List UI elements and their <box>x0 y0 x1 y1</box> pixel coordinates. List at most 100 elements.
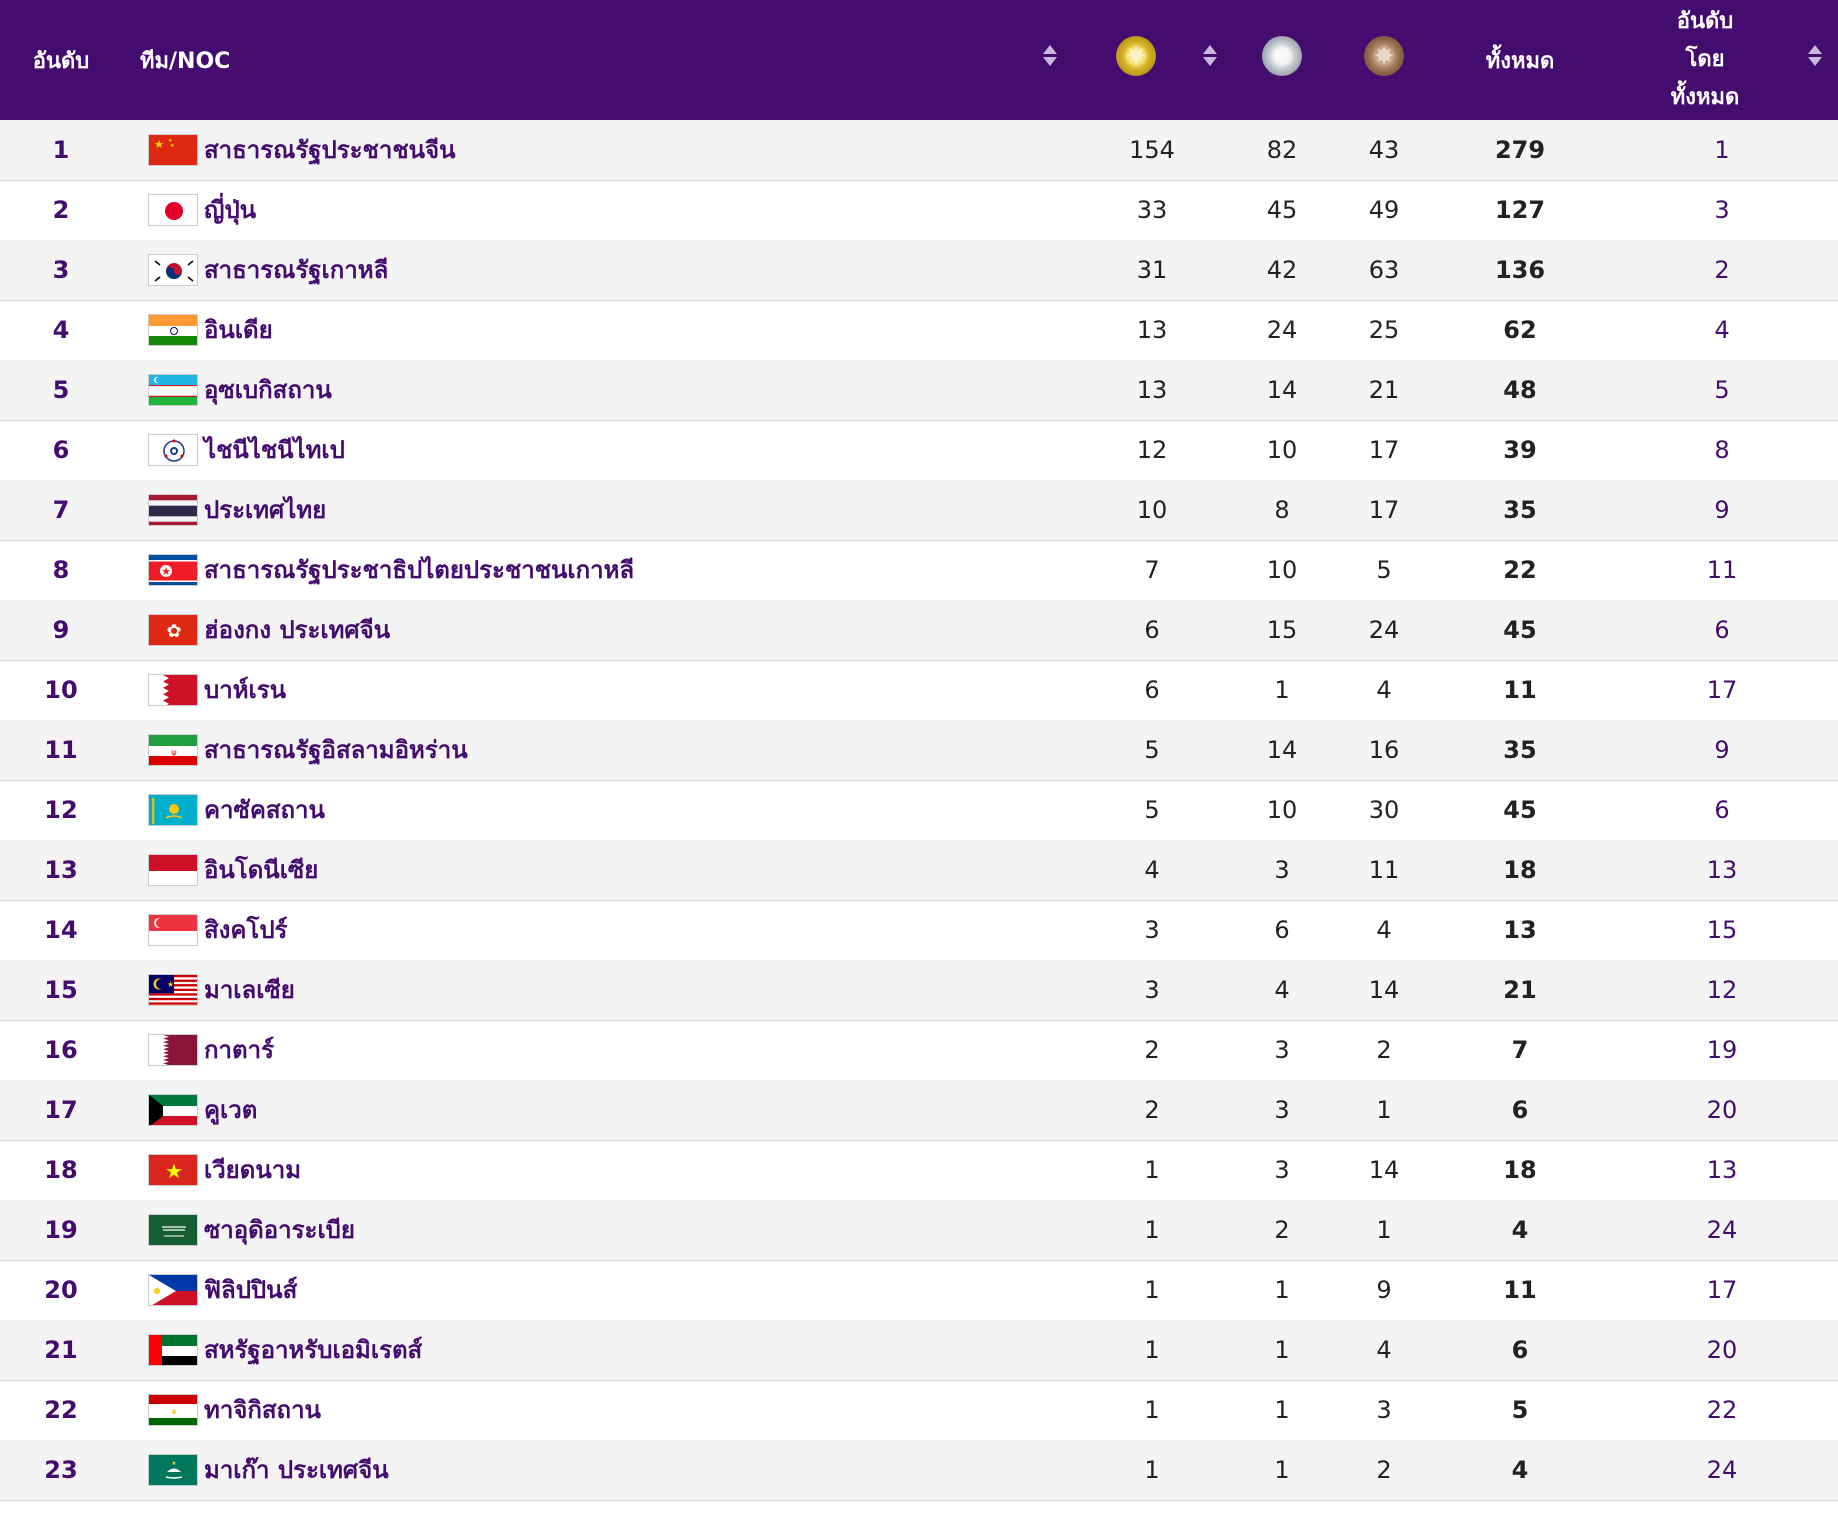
table-row: 5 อุซเบกิสถาน 13 14 21 48 5 <box>0 360 1838 421</box>
rank-cell: 9 <box>52 616 70 644</box>
svg-text:✿: ✿ <box>166 621 181 642</box>
header-total[interactable]: ทั้งหมด <box>1485 48 1555 74</box>
team-name-link[interactable]: สาธารณรัฐประชาธิปไตยประชาชนเกาหลี <box>204 556 635 584</box>
rank-cell: 2 <box>52 196 70 224</box>
rank-cell: 14 <box>44 916 78 944</box>
gold-count: 2 <box>1144 1096 1160 1124</box>
svg-text:★: ★ <box>154 138 164 151</box>
table-row: 17 คูเวต 2 3 1 6 20 <box>0 1080 1838 1141</box>
korea-flag-icon <box>148 254 198 286</box>
team-name-link[interactable]: มาเก๊า ประเทศจีน <box>204 1456 389 1484</box>
header-rank[interactable]: อันดับ <box>32 48 90 74</box>
bronze-count: 2 <box>1376 1456 1392 1484</box>
sort-team-icon[interactable] <box>1043 45 1057 67</box>
bronze-count: 24 <box>1368 616 1400 644</box>
bronze-medal-icon <box>1364 36 1404 76</box>
team-name-link[interactable]: ฟิลิปปินส์ <box>204 1276 298 1304</box>
silver-count: 3 <box>1274 1156 1290 1184</box>
team-name-link[interactable]: สหรัฐอาหรับเอมิเรตส์ <box>204 1336 423 1364</box>
total-count: 127 <box>1494 196 1546 224</box>
uzbekistan-flag-icon <box>148 374 198 406</box>
team-name-link[interactable]: บาห์เรน <box>204 676 287 704</box>
rank-cell: 1 <box>52 136 70 164</box>
team-name-link[interactable]: สาธารณรัฐอิสลามอิหร่าน <box>204 736 468 764</box>
silver-count: 1 <box>1274 1456 1290 1484</box>
total-count: 45 <box>1503 616 1537 644</box>
tajikistan-flag-icon: ♛ <box>148 1394 198 1426</box>
silver-count: 14 <box>1266 376 1298 404</box>
total-count: 39 <box>1503 436 1537 464</box>
bronze-count: 17 <box>1368 496 1400 524</box>
total-count: 6 <box>1511 1336 1529 1364</box>
silver-count: 8 <box>1274 496 1290 524</box>
total-count: 4 <box>1511 1456 1529 1484</box>
team-name-link[interactable]: อินเดีย <box>204 316 273 344</box>
silver-count: 3 <box>1274 1036 1290 1064</box>
header-rank-by-total[interactable]: อันดับ โดย ทั้งหมด <box>1640 0 1770 120</box>
gold-count: 1 <box>1144 1216 1160 1244</box>
rank-cell: 22 <box>44 1396 78 1424</box>
total-count: 21 <box>1503 976 1537 1004</box>
team-name-link[interactable]: อินโดนีเซีย <box>204 856 319 884</box>
total-count: 7 <box>1511 1036 1529 1064</box>
rank-cell: 18 <box>44 1156 78 1184</box>
team-name-link[interactable]: ไชนีไชนีไทเป <box>204 436 345 464</box>
table-row: 9 ✿ ฮ่องกง ประเทศจีน 6 15 24 45 6 <box>0 600 1838 661</box>
team-name-link[interactable]: เวียดนาม <box>204 1156 302 1184</box>
gold-count: 1 <box>1144 1456 1160 1484</box>
chinese-taipei-flag-icon <box>148 434 198 466</box>
table-row: 12 คาซัคสถาน 5 10 30 45 6 <box>0 780 1838 841</box>
total-count: 136 <box>1494 256 1546 284</box>
rank-cell: 11 <box>44 736 78 764</box>
rank-cell: 16 <box>44 1036 78 1064</box>
rank-cell: 21 <box>44 1336 78 1364</box>
team-name-link[interactable]: ญี่ปุ่น <box>204 196 257 224</box>
total-count: 18 <box>1503 1156 1537 1184</box>
team-name-link[interactable]: มาเลเซีย <box>204 976 295 1004</box>
total-count: 6 <box>1511 1096 1529 1124</box>
team-name-link[interactable]: ทาจิกิสถาน <box>204 1396 321 1424</box>
total-count: 18 <box>1503 856 1537 884</box>
team-name-link[interactable]: ฮ่องกง ประเทศจีน <box>204 616 391 644</box>
rank-cell: 13 <box>44 856 78 884</box>
team-name-link[interactable]: ประเทศไทย <box>204 496 327 524</box>
team-name-link[interactable]: ซาอุดิอาระเบีย <box>204 1216 355 1244</box>
team-name-link[interactable]: กาตาร์ <box>204 1036 274 1064</box>
bronze-count: 11 <box>1368 856 1400 884</box>
table-row: 16 กาตาร์ 2 3 2 7 19 <box>0 1020 1838 1081</box>
rank-by-total: 8 <box>1714 436 1730 464</box>
sort-gold-icon[interactable] <box>1203 45 1217 67</box>
gold-count: 3 <box>1144 976 1160 1004</box>
bronze-count: 16 <box>1368 736 1400 764</box>
header-team[interactable]: ทีม/NOC <box>140 48 231 74</box>
sort-rank-by-total-icon[interactable] <box>1808 45 1822 67</box>
team-name-link[interactable]: อุซเบกิสถาน <box>204 376 332 404</box>
table-row: 23 ★ มาเก๊า ประเทศจีน 1 1 2 4 24 <box>0 1440 1838 1501</box>
gold-count: 7 <box>1144 556 1160 584</box>
team-name-link[interactable]: สาธารณรัฐเกาหลี <box>204 256 389 284</box>
silver-count: 14 <box>1266 736 1298 764</box>
rank-by-total: 5 <box>1714 376 1730 404</box>
table-row: 11 ψ สาธารณรัฐอิสลามอิหร่าน 5 14 16 35 9 <box>0 720 1838 781</box>
bronze-count: 1 <box>1376 1216 1392 1244</box>
singapore-flag-icon <box>148 914 198 946</box>
team-name-link[interactable]: คูเวต <box>204 1096 258 1124</box>
bronze-count: 2 <box>1376 1036 1392 1064</box>
team-name-link[interactable]: คาซัคสถาน <box>204 796 325 824</box>
silver-count: 2 <box>1274 1216 1290 1244</box>
table-row: 21 สหรัฐอาหรับเอมิเรตส์ 1 1 4 6 20 <box>0 1320 1838 1381</box>
team-name-link[interactable]: สาธารณรัฐประชาชนจีน <box>204 136 456 164</box>
svg-text:★: ★ <box>161 565 171 578</box>
silver-count: 4 <box>1274 976 1290 1004</box>
total-count: 35 <box>1503 496 1537 524</box>
bronze-count: 4 <box>1376 676 1392 704</box>
team-name-link[interactable]: สิงคโปร์ <box>204 916 288 944</box>
gold-count: 12 <box>1136 436 1168 464</box>
kazakhstan-flag-icon <box>148 794 198 826</box>
table-row: 22 ♛ ทาจิกิสถาน 1 1 3 5 22 <box>0 1380 1838 1441</box>
gold-count: 31 <box>1136 256 1168 284</box>
rank-by-total: 19 <box>1706 1036 1738 1064</box>
header-rank-by-total-line3: ทั้งหมด <box>1670 85 1740 110</box>
vietnam-flag-icon: ★ <box>148 1154 198 1186</box>
uae-flag-icon <box>148 1334 198 1366</box>
